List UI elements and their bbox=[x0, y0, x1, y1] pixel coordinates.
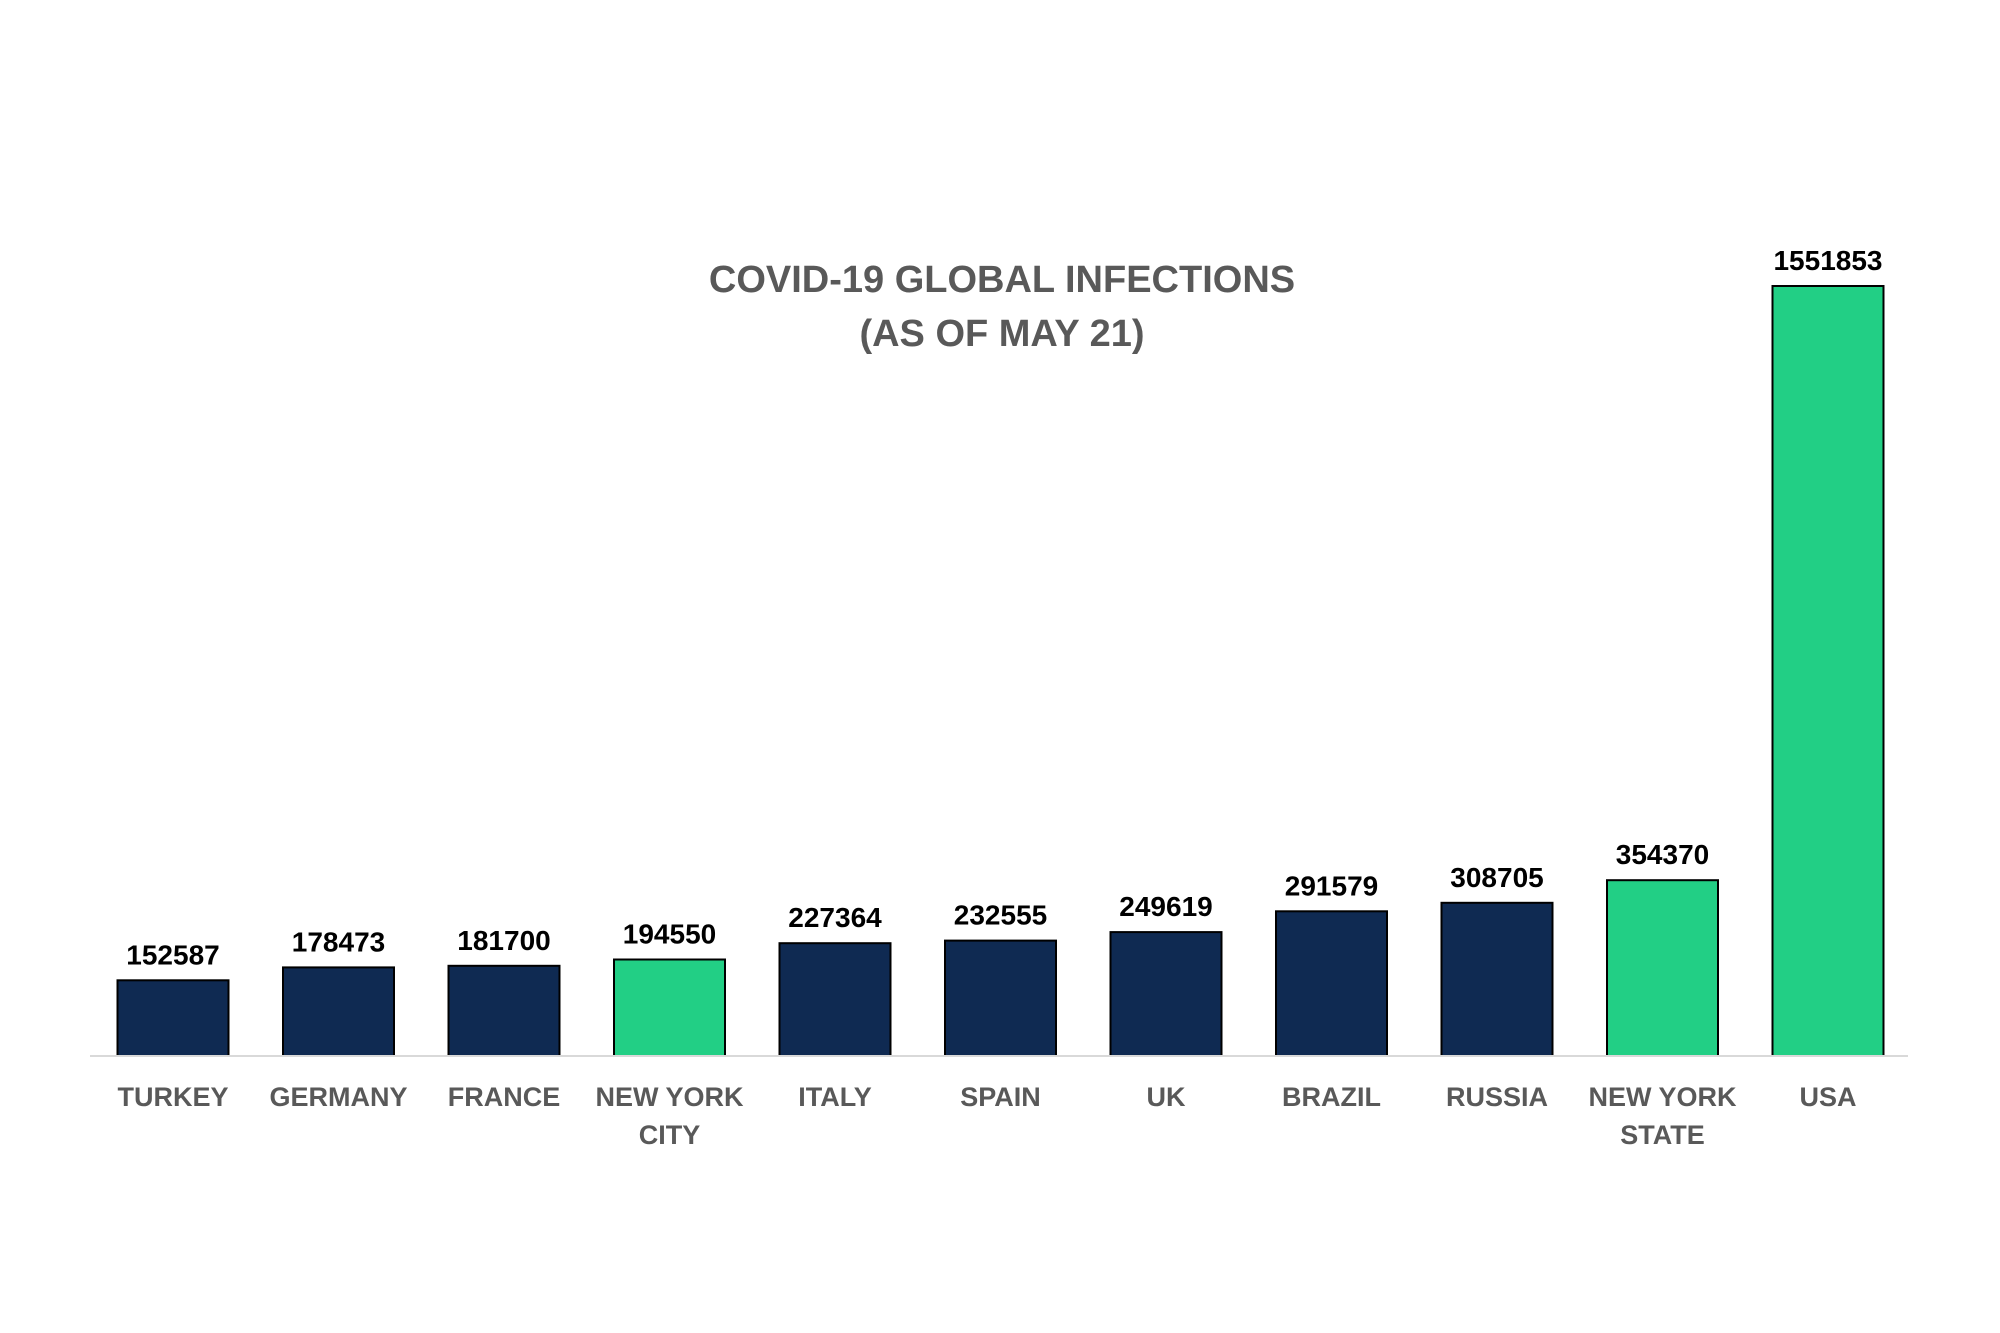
bar-uk bbox=[1109, 931, 1223, 1057]
value-label: 1551853 bbox=[1773, 245, 1882, 276]
category-label: STATE bbox=[1620, 1120, 1705, 1150]
category-label: BRAZIL bbox=[1282, 1082, 1381, 1112]
category-label: NEW YORK bbox=[595, 1082, 744, 1112]
category-label: SPAIN bbox=[960, 1082, 1041, 1112]
category-label: ITALY bbox=[798, 1082, 872, 1112]
category-label: NEW YORK bbox=[1588, 1082, 1737, 1112]
value-label: 232555 bbox=[954, 900, 1047, 931]
category-label: UK bbox=[1147, 1082, 1186, 1112]
value-label: 249619 bbox=[1119, 891, 1212, 922]
value-label: 227364 bbox=[788, 902, 882, 933]
bar-italy bbox=[778, 942, 892, 1058]
category-label: TURKEY bbox=[117, 1082, 228, 1112]
bar-usa bbox=[1771, 285, 1885, 1057]
bar-new-york-city bbox=[613, 958, 726, 1057]
value-label: 194550 bbox=[623, 919, 716, 950]
chart-title-line-1: COVID-19 GLOBAL INFECTIONS bbox=[709, 259, 1295, 301]
bar-germany bbox=[282, 966, 395, 1058]
value-labels-group: 152587 178473 181700 194550 227364 232555 2496… bbox=[126, 245, 1882, 970]
value-label: 178473 bbox=[292, 926, 385, 957]
value-label: 291579 bbox=[1285, 870, 1378, 901]
bar-russia bbox=[1440, 901, 1554, 1057]
bar-new-york-state bbox=[1606, 879, 1719, 1058]
value-label: 354370 bbox=[1616, 839, 1709, 870]
bar-brazil bbox=[1275, 910, 1388, 1057]
value-label: 181700 bbox=[457, 925, 550, 956]
bar-france bbox=[447, 964, 561, 1057]
bar-turkey bbox=[116, 979, 230, 1057]
bars-group bbox=[116, 285, 1885, 1058]
value-label: 308705 bbox=[1450, 862, 1543, 893]
bar-spain bbox=[944, 939, 1057, 1057]
chart-title-line-2: (AS OF MAY 21) bbox=[859, 313, 1144, 355]
category-labels-group: TURKEY GERMANY FRANCE NEW YORK CITY ITALY SPAI… bbox=[117, 1082, 1856, 1150]
category-label: CITY bbox=[639, 1120, 701, 1150]
category-label: RUSSIA bbox=[1446, 1082, 1548, 1112]
value-label: 152587 bbox=[126, 939, 219, 970]
category-label: FRANCE bbox=[448, 1082, 561, 1112]
category-label: GERMANY bbox=[269, 1082, 407, 1112]
category-label: USA bbox=[1799, 1082, 1856, 1112]
